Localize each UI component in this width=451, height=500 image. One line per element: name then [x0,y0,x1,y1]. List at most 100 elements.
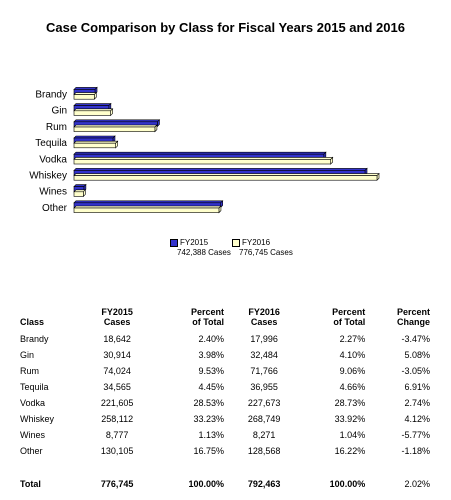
cell-fy2015-percent: 4.45% [198,382,225,392]
table-total-row: Total 776,745 100.00% 792,463 100.00% 2.02% [16,469,436,489]
cell-fy2016-cases: 227,673 [247,398,281,408]
cell-percent-change: 4.12% [404,414,430,424]
cell-class: Other [20,446,43,456]
cell-fy2015-cases: 30,914 [103,350,131,360]
cell-fy2015-cases: 130,105 [100,446,134,456]
cell-percent-change: 6.91% [404,382,430,392]
total-fy2016-cases: 792,463 [247,479,281,489]
total-percent-change: 2.02% [404,479,430,489]
category-label-other: Other [42,203,68,214]
cell-fy2015-percent: 2.40% [198,334,225,344]
cell-percent-change: -3.05% [401,366,430,376]
cell-percent-change: -1.18% [401,446,430,456]
cell-fy2015-percent: 33.23% [193,414,225,424]
header-fy2016-cases: FY2016 Cases [248,307,280,327]
cell-fy2016-cases: 8,271 [252,430,276,440]
category-label-brandy: Brandy [35,90,67,101]
bar-fy2016-wines [73,189,87,198]
cell-class: Rum [20,366,40,376]
chart-title: Case Comparison by Class for Fiscal Year… [46,20,405,35]
bar-fy2016-other [73,205,222,214]
bar-fy2015-vodka [73,151,327,160]
cell-fy2016-percent: 9.06% [339,366,366,376]
category-label-tequila: Tequila [35,138,67,149]
cell-fy2015-percent: 28.53% [193,398,225,408]
bar-fy2015-rum [73,119,161,128]
header-fy2015-percent: Percent of Total [191,307,225,327]
legend-sub-fy2015: 742,388 Cases [177,248,231,257]
total-fy2015-percent: 100.00% [188,479,225,489]
bar-fy2016-whiskey [73,172,380,181]
total-fy2016-percent: 100.00% [329,479,366,489]
category-label-whiskey: Whiskey [29,171,67,182]
category-label-vodka: Vodka [39,154,67,165]
cell-class: Wines [20,430,46,440]
cell-fy2016-percent: 33.92% [334,414,366,424]
header-fy2015-cases: FY2015 Cases [101,307,133,327]
cell-fy2015-percent: 16.75% [193,446,225,456]
table-row: Brandy 18,642 2.40% 17,996 2.27% -3.47% [16,331,436,347]
cell-percent-change: 5.08% [404,350,430,360]
cell-fy2015-cases: 258,112 [101,414,134,424]
cell-fy2015-cases: 34,565 [103,382,131,392]
table-row: Rum 74,024 9.53% 71,766 9.06% -3.05% [16,363,436,379]
category-label-gin: Gin [51,106,67,117]
legend-swatch-fy2015 [170,238,178,247]
table-row: Other 130,105 16.75% 128,568 16.22% -1.18% [16,443,436,459]
cell-fy2015-cases: 74,024 [103,366,131,376]
cell-fy2016-percent: 1.04% [339,430,366,440]
table-row: Whiskey 258,112 33.23% 268,749 33.92% 4.12% [16,411,436,427]
cell-fy2015-cases: 8,777 [105,430,129,440]
cell-class: Vodka [20,398,46,408]
bar-fy2016-vodka [73,156,334,165]
cell-class: Brandy [20,334,49,344]
table-row: Wines 8,777 1.13% 8,271 1.04% -5.77% [16,427,436,443]
cell-fy2016-cases: 32,484 [250,350,278,360]
legend-entry-fy2015: FY2015 742,388 Cases [170,238,231,258]
legend-swatch-fy2016 [232,238,240,247]
category-label-rum: Rum [46,122,67,133]
cell-fy2015-percent: 9.53% [198,366,225,376]
bar-fy2016-tequila [73,140,119,149]
case-table: Class FY2015 Cases Percent of Total FY2016… [16,307,436,489]
table-header-row: Class FY2015 Cases Percent of Total FY2016… [16,307,436,331]
category-label-wines: Wines [39,187,67,198]
header-class: Class [20,317,45,327]
cell-class: Gin [20,350,35,360]
cell-fy2016-percent: 4.10% [339,350,366,360]
cell-fy2016-percent: 16.22% [334,446,366,456]
cell-fy2016-percent: 28.73% [334,398,366,408]
legend-entry-fy2016: FY2016 776,745 Cases [232,238,293,258]
cell-class: Tequila [20,382,49,392]
cell-fy2016-cases: 128,568 [247,446,281,456]
table-row: Tequila 34,565 4.45% 36,955 4.66% 6.91% [16,379,436,395]
legend-sub-fy2016: 776,745 Cases [239,248,293,257]
cell-fy2016-cases: 17,996 [250,334,278,344]
table-row: Vodka 221,605 28.53% 227,673 28.73% 2.74% [16,395,436,411]
legend-label-fy2016: FY2016 [242,238,271,247]
table-row: Gin 30,914 3.98% 32,484 4.10% 5.08% [16,347,436,363]
cell-fy2016-cases: 36,955 [250,382,278,392]
header-percent-change: Percent Change [396,307,430,327]
bar-fy2016-brandy [73,91,98,100]
bar-fy2016-rum [73,124,158,133]
cell-percent-change: -5.77% [401,430,430,440]
cell-percent-change: 2.74% [404,398,430,408]
cell-fy2016-cases: 268,749 [247,414,281,424]
bar-fy2016-gin [73,108,114,117]
total-class: Total [20,479,41,489]
cell-fy2016-cases: 71,766 [250,366,278,376]
bar-chart: Brandy Gin Rum Tequila Vodka Whiskey Wines Othe… [29,86,380,214]
cell-fy2015-cases: 18,642 [103,334,131,344]
cell-fy2016-percent: 2.27% [339,334,366,344]
cell-fy2016-percent: 4.66% [339,382,366,392]
cell-class: Whiskey [20,414,55,424]
cell-fy2015-cases: 221,605 [100,398,134,408]
cell-percent-change: -3.47% [401,334,430,344]
legend-label-fy2015: FY2015 [180,238,209,247]
header-fy2016-percent: Percent of Total [332,307,366,327]
bar-fy2015-other [73,200,224,209]
cell-fy2015-percent: 1.13% [198,430,225,440]
cell-fy2015-percent: 3.98% [198,350,225,360]
total-fy2015-cases: 776,745 [100,479,134,489]
